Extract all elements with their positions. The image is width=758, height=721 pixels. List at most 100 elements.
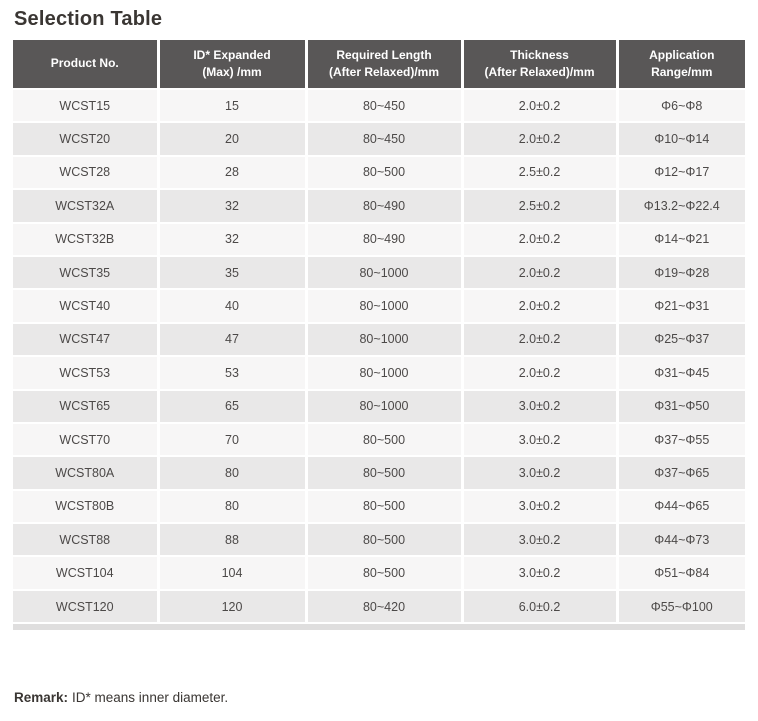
table-row: WCST15 15 80~450 2.0±0.2 Φ6~Φ8 <box>13 90 745 122</box>
table-cell: Φ10~Φ14 <box>618 123 745 155</box>
table-cell: 80~500 <box>307 524 461 556</box>
table-cell: Φ51~Φ84 <box>618 557 745 589</box>
header-cell-product-no: Product No. <box>13 40 157 88</box>
table-cell: WCST32A <box>13 190 157 222</box>
table-cell: Φ6~Φ8 <box>618 90 745 122</box>
table-cell: 20 <box>159 123 305 155</box>
table-cell: 80~450 <box>307 123 461 155</box>
table-cell: WCST15 <box>13 90 157 122</box>
table-cell: Φ37~Φ65 <box>618 457 745 489</box>
table-row: WCST80A 80 80~500 3.0±0.2 Φ37~Φ65 <box>13 457 745 489</box>
table-row: WCST88 88 80~500 3.0±0.2 Φ44~Φ73 <box>13 524 745 556</box>
table-cell: Φ31~Φ50 <box>618 390 745 422</box>
table-cell: Φ12~Φ17 <box>618 156 745 189</box>
table-cell: 2.0±0.2 <box>463 90 616 122</box>
table-cell: 80~500 <box>307 557 461 589</box>
table-row: WCST20 20 80~450 2.0±0.2 Φ10~Φ14 <box>13 123 745 155</box>
table-cell: 2.0±0.2 <box>463 223 616 255</box>
table-cell: 3.0±0.2 <box>463 524 616 556</box>
table-cell: 80 <box>159 457 305 489</box>
table-bottom-bar <box>13 624 745 631</box>
table-row: WCST120 120 80~420 6.0±0.2 Φ55~Φ100 <box>13 590 745 623</box>
table-cell: WCST35 <box>13 256 157 289</box>
table-cell: 3.0±0.2 <box>463 457 616 489</box>
table-cell: 80~1000 <box>307 357 461 389</box>
table-cell: 2.0±0.2 <box>463 256 616 289</box>
table-cell: 80~1000 <box>307 323 461 356</box>
table-cell: WCST20 <box>13 123 157 155</box>
header-cell-id-expanded: ID* Expanded (Max) /mm <box>159 40 305 88</box>
table-row: WCST70 70 80~500 3.0±0.2 Φ37~Φ55 <box>13 423 745 456</box>
table-cell: Φ14~Φ21 <box>618 223 745 255</box>
remark-text: ID* means inner diameter. <box>72 690 229 706</box>
table-cell: 3.0±0.2 <box>463 490 616 523</box>
table-cell: Φ21~Φ31 <box>618 290 745 322</box>
table-cell: Φ31~Φ45 <box>618 357 745 389</box>
table-cell: 53 <box>159 357 305 389</box>
table-cell: 104 <box>159 557 305 589</box>
table-cell: 80~1000 <box>307 256 461 289</box>
table-cell: 3.0±0.2 <box>463 423 616 456</box>
table-row: WCST35 35 80~1000 2.0±0.2 Φ19~Φ28 <box>13 256 745 289</box>
table-row: WCST32B 32 80~490 2.0±0.2 Φ14~Φ21 <box>13 223 745 255</box>
table-cell: 70 <box>159 423 305 456</box>
table-cell: 3.0±0.2 <box>463 557 616 589</box>
table-cell: Φ25~Φ37 <box>618 323 745 356</box>
table-cell: 80~500 <box>307 490 461 523</box>
table-cell: 2.5±0.2 <box>463 190 616 222</box>
table-cell: 88 <box>159 524 305 556</box>
table-cell: 2.0±0.2 <box>463 357 616 389</box>
header-cell-thickness: Thickness (After Relaxed)/mm <box>463 40 616 88</box>
table-cell: Φ13.2~Φ22.4 <box>618 190 745 222</box>
header-cell-application-range: Application Range/mm <box>618 40 745 88</box>
table-row: WCST40 40 80~1000 2.0±0.2 Φ21~Φ31 <box>13 290 745 322</box>
table-cell: 47 <box>159 323 305 356</box>
table-cell: 15 <box>159 90 305 122</box>
header-cell-required-length: Required Length (After Relaxed)/mm <box>307 40 461 88</box>
table-cell: WCST80A <box>13 457 157 489</box>
table-cell: 28 <box>159 156 305 189</box>
table-cell: 2.5±0.2 <box>463 156 616 189</box>
table-cell: Φ37~Φ55 <box>618 423 745 456</box>
table-cell: WCST120 <box>13 590 157 623</box>
table-cell: 80~420 <box>307 590 461 623</box>
table-cell: WCST28 <box>13 156 157 189</box>
table-cell: 3.0±0.2 <box>463 390 616 422</box>
table-row: WCST80B 80 80~500 3.0±0.2 Φ44~Φ65 <box>13 490 745 523</box>
table-cell: 2.0±0.2 <box>463 123 616 155</box>
table-cell: 80~1000 <box>307 390 461 422</box>
table-cell: 2.0±0.2 <box>463 290 616 322</box>
table-cell: Φ44~Φ73 <box>618 524 745 556</box>
table-cell: 80~450 <box>307 90 461 122</box>
table-cell: WCST47 <box>13 323 157 356</box>
table-cell: 80~490 <box>307 190 461 222</box>
table-row: WCST28 28 80~500 2.5±0.2 Φ12~Φ17 <box>13 156 745 189</box>
table-cell: 80~500 <box>307 457 461 489</box>
table-row: WCST32A 32 80~490 2.5±0.2 Φ13.2~Φ22.4 <box>13 190 745 222</box>
table-cell: 65 <box>159 390 305 422</box>
table-cell: WCST70 <box>13 423 157 456</box>
table-cell: 80~490 <box>307 223 461 255</box>
table-cell: 80~1000 <box>307 290 461 322</box>
table-row: WCST53 53 80~1000 2.0±0.2 Φ31~Φ45 <box>13 357 745 389</box>
table-cell: Φ44~Φ65 <box>618 490 745 523</box>
table-cell: 32 <box>159 223 305 255</box>
table-cell: 80~500 <box>307 423 461 456</box>
table-cell: WCST40 <box>13 290 157 322</box>
table-cell: 35 <box>159 256 305 289</box>
table-header-row: Product No. ID* Expanded (Max) /mm Requi… <box>13 40 745 88</box>
table-cell: Φ55~Φ100 <box>618 590 745 623</box>
table-row: WCST47 47 80~1000 2.0±0.2 Φ25~Φ37 <box>13 323 745 356</box>
table-cell: 120 <box>159 590 305 623</box>
table-cell: WCST104 <box>13 557 157 589</box>
table-cell: WCST88 <box>13 524 157 556</box>
table-cell: WCST80B <box>13 490 157 523</box>
table-cell: Φ19~Φ28 <box>618 256 745 289</box>
table-cell: 32 <box>159 190 305 222</box>
table-cell: WCST53 <box>13 357 157 389</box>
table-cell: 2.0±0.2 <box>463 323 616 356</box>
table-cell: WCST65 <box>13 390 157 422</box>
table-cell: 40 <box>159 290 305 322</box>
selection-table: Product No. ID* Expanded (Max) /mm Requi… <box>13 40 745 631</box>
